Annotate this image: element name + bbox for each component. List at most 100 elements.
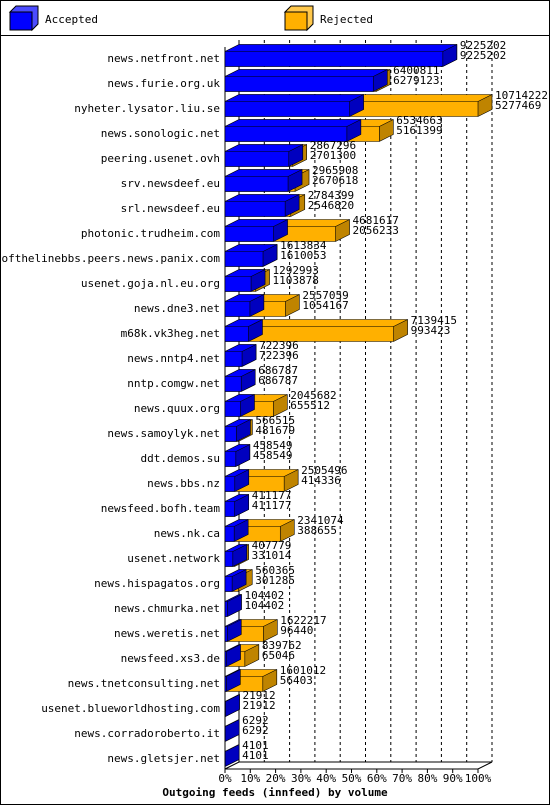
bar-accepted-side: [288, 144, 303, 167]
bar-accepted-side: [235, 444, 250, 467]
value-label-total: 1292993: [273, 264, 319, 277]
value-label-accepted: 2670618: [312, 174, 358, 187]
value-label-total: 722396: [259, 339, 299, 352]
bar-accepted-side: [288, 169, 303, 192]
value-label-total: 566515: [255, 414, 295, 427]
category-label: news.gletsjer.net: [107, 752, 220, 765]
bar-accepted-side: [285, 194, 300, 217]
bar-accepted-side: [234, 469, 249, 492]
x-tick-label: 60%: [367, 772, 387, 785]
category-label: news.netfront.net: [107, 52, 220, 65]
category-label: news.corradoroberto.it: [74, 727, 220, 740]
category-label: news.samoylyk.net: [107, 427, 220, 440]
bar-accepted-side: [227, 594, 242, 617]
value-label-accepted: 6292: [242, 724, 268, 737]
value-label-total: 4681617: [353, 214, 399, 227]
category-label: news.hispagatos.org: [94, 577, 220, 590]
value-label-total: 104402: [244, 589, 284, 602]
bar-accepted: [224, 94, 364, 117]
value-label-total: 6534663: [396, 114, 442, 127]
category-label: news.tnetconsulting.net: [68, 677, 220, 690]
bar-accepted-side: [234, 519, 249, 542]
value-label-accepted: 9225202: [460, 49, 506, 62]
value-label-accepted: 2546820: [308, 199, 354, 212]
value-label-accepted: 388655: [297, 524, 337, 537]
bar-total-side: [379, 119, 394, 142]
category-label: news.sonologic.net: [101, 127, 220, 140]
value-label-accepted: 65046: [262, 649, 295, 662]
value-label-total: 1601012: [280, 664, 326, 677]
category-label: news.quux.org: [134, 402, 220, 415]
x-tick-label: 0%: [218, 772, 232, 785]
bar-accepted-side: [225, 744, 240, 767]
category-label: nntp.comgw.net: [127, 377, 220, 390]
value-label-accepted: 1103878: [273, 274, 319, 287]
x-tick-label: 80%: [417, 772, 437, 785]
category-label: peering.usenet.ovh: [101, 152, 220, 165]
category-label: srv.newsdeef.eu: [121, 177, 220, 190]
value-label-accepted: 5277469: [495, 99, 541, 112]
value-label-total: 686787: [258, 364, 298, 377]
category-label: newsfeed.xs3.de: [121, 652, 220, 665]
value-label-accepted: 414336: [301, 474, 341, 487]
value-label-accepted: 655512: [290, 399, 330, 412]
category-label: usenet.goja.nl.eu.org: [81, 277, 220, 290]
category-label: news.nk.ca: [154, 527, 220, 540]
bar-accepted-side: [232, 544, 247, 567]
value-label-total: 560365: [255, 564, 295, 577]
category-label: news.weretis.net: [114, 627, 220, 640]
value-label-total: 2557059: [302, 289, 348, 302]
value-label-accepted: 1054167: [302, 299, 348, 312]
bar-total-side: [393, 319, 408, 342]
category-label: usenet.network: [127, 552, 220, 565]
x-tick-label: 30%: [291, 772, 311, 785]
value-label-total: 458549: [253, 439, 293, 452]
legend-swatch-side: [283, 5, 314, 32]
value-label-accepted: 104402: [244, 599, 284, 612]
category-label: m68k.vk3heg.net: [121, 327, 220, 340]
value-label-total: 4101: [242, 739, 269, 752]
value-label-accepted: 56403: [280, 674, 313, 687]
bar-accepted-side: [373, 69, 388, 92]
bar-accepted-side: [234, 494, 249, 517]
value-label-accepted: 722396: [259, 349, 299, 362]
bar-total-side: [273, 394, 288, 417]
category-label: nyheter.lysator.liu.se: [74, 102, 220, 115]
bar-accepted-side: [273, 219, 288, 242]
value-label-total: 10714222: [495, 89, 548, 102]
legend-swatch: [284, 11, 308, 31]
value-label-total: 2341074: [297, 514, 344, 527]
value-label-accepted: 6279123: [393, 74, 439, 87]
category-label: ddt.demos.su: [141, 452, 220, 465]
bar-accepted-side: [251, 269, 266, 292]
bar-accepted-side: [248, 319, 263, 342]
category-label: endofthelinebbs.peers.news.panix.com: [0, 252, 220, 265]
x-tick-label: 100%: [465, 772, 492, 785]
bar-accepted-side: [241, 369, 256, 392]
x-tick-label: 10%: [240, 772, 260, 785]
value-label-total: 839762: [262, 639, 302, 652]
value-label-total: 21912: [243, 689, 276, 702]
legend-swatch-side: [8, 5, 39, 32]
value-label-accepted: 2056233: [353, 224, 399, 237]
bar-accepted-side: [225, 694, 240, 717]
category-label: news.furie.org.uk: [107, 77, 220, 90]
legend-swatch: [9, 11, 33, 31]
value-label-accepted: 1610053: [280, 249, 326, 262]
bar-accepted-side: [226, 669, 241, 692]
x-tick-label: 40%: [316, 772, 336, 785]
bar-total-side: [335, 219, 350, 242]
x-axis-title: Outgoing feeds (innfeed) by volume: [162, 786, 388, 799]
category-label: news.bbs.nz: [147, 477, 220, 490]
bar-accepted-side: [346, 119, 361, 142]
bar-accepted-side: [442, 44, 457, 67]
category-label: photonic.trudheim.com: [81, 227, 220, 240]
bar-total-side: [280, 519, 295, 542]
value-label-total: 2045682: [290, 389, 336, 402]
x-tick-label: 20%: [266, 772, 286, 785]
value-label-total: 1622217: [280, 614, 326, 627]
x-tick-label: 90%: [443, 772, 463, 785]
bar-accepted-side: [226, 644, 241, 667]
value-label-accepted: 993423: [411, 324, 451, 337]
